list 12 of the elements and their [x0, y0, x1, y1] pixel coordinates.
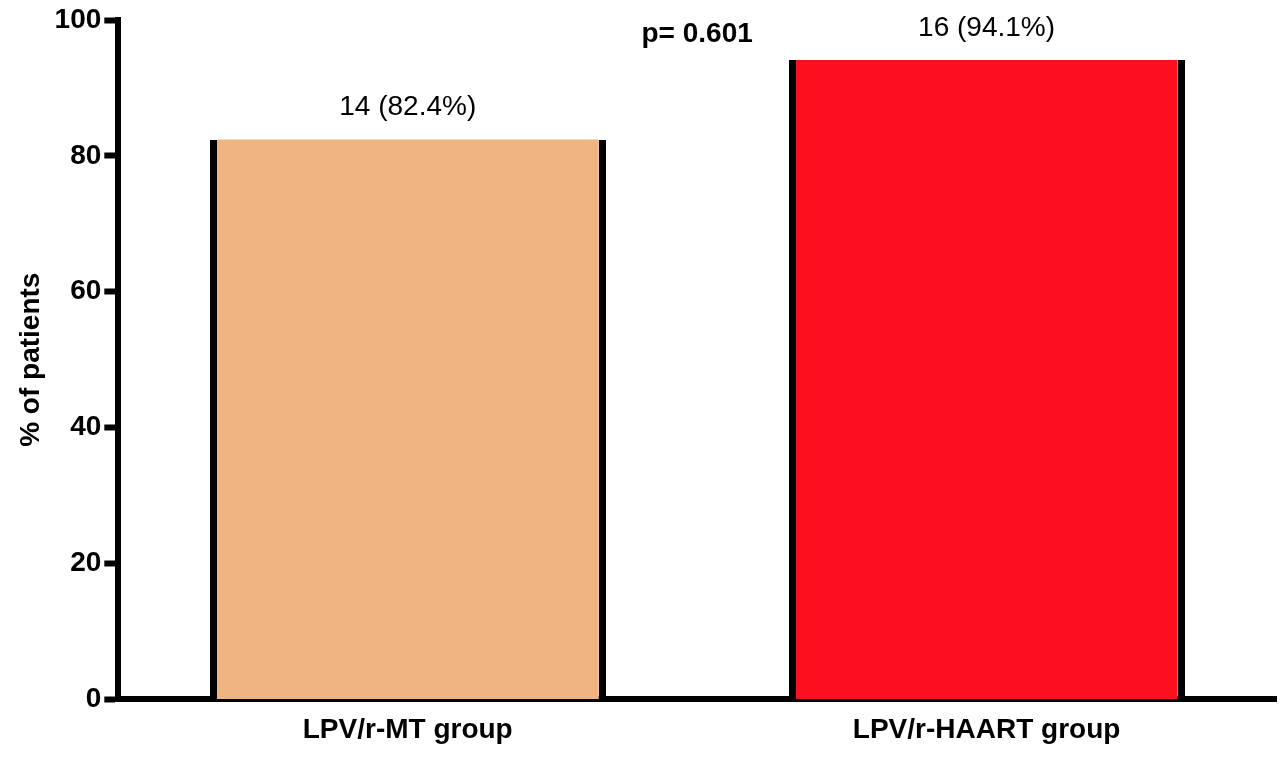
annotation: p= 0.601	[641, 16, 753, 48]
y-tick-label: 60	[70, 274, 102, 306]
y-tick-label: 20	[70, 546, 102, 578]
data-label: 14 (82.4%)	[339, 90, 477, 122]
y-tick-label: 40	[70, 410, 102, 442]
y-tick-label: 100	[54, 2, 102, 34]
y-tick-label: 80	[70, 138, 102, 170]
x-tick-label: LPV/r-HAART group	[852, 712, 1121, 744]
y-tick-label: 0	[85, 682, 102, 714]
y-axis-title: % of patients	[13, 272, 45, 447]
data-label: 16 (94.1%)	[918, 10, 1056, 42]
x-tick-label: LPV/r-MT group	[302, 712, 513, 744]
